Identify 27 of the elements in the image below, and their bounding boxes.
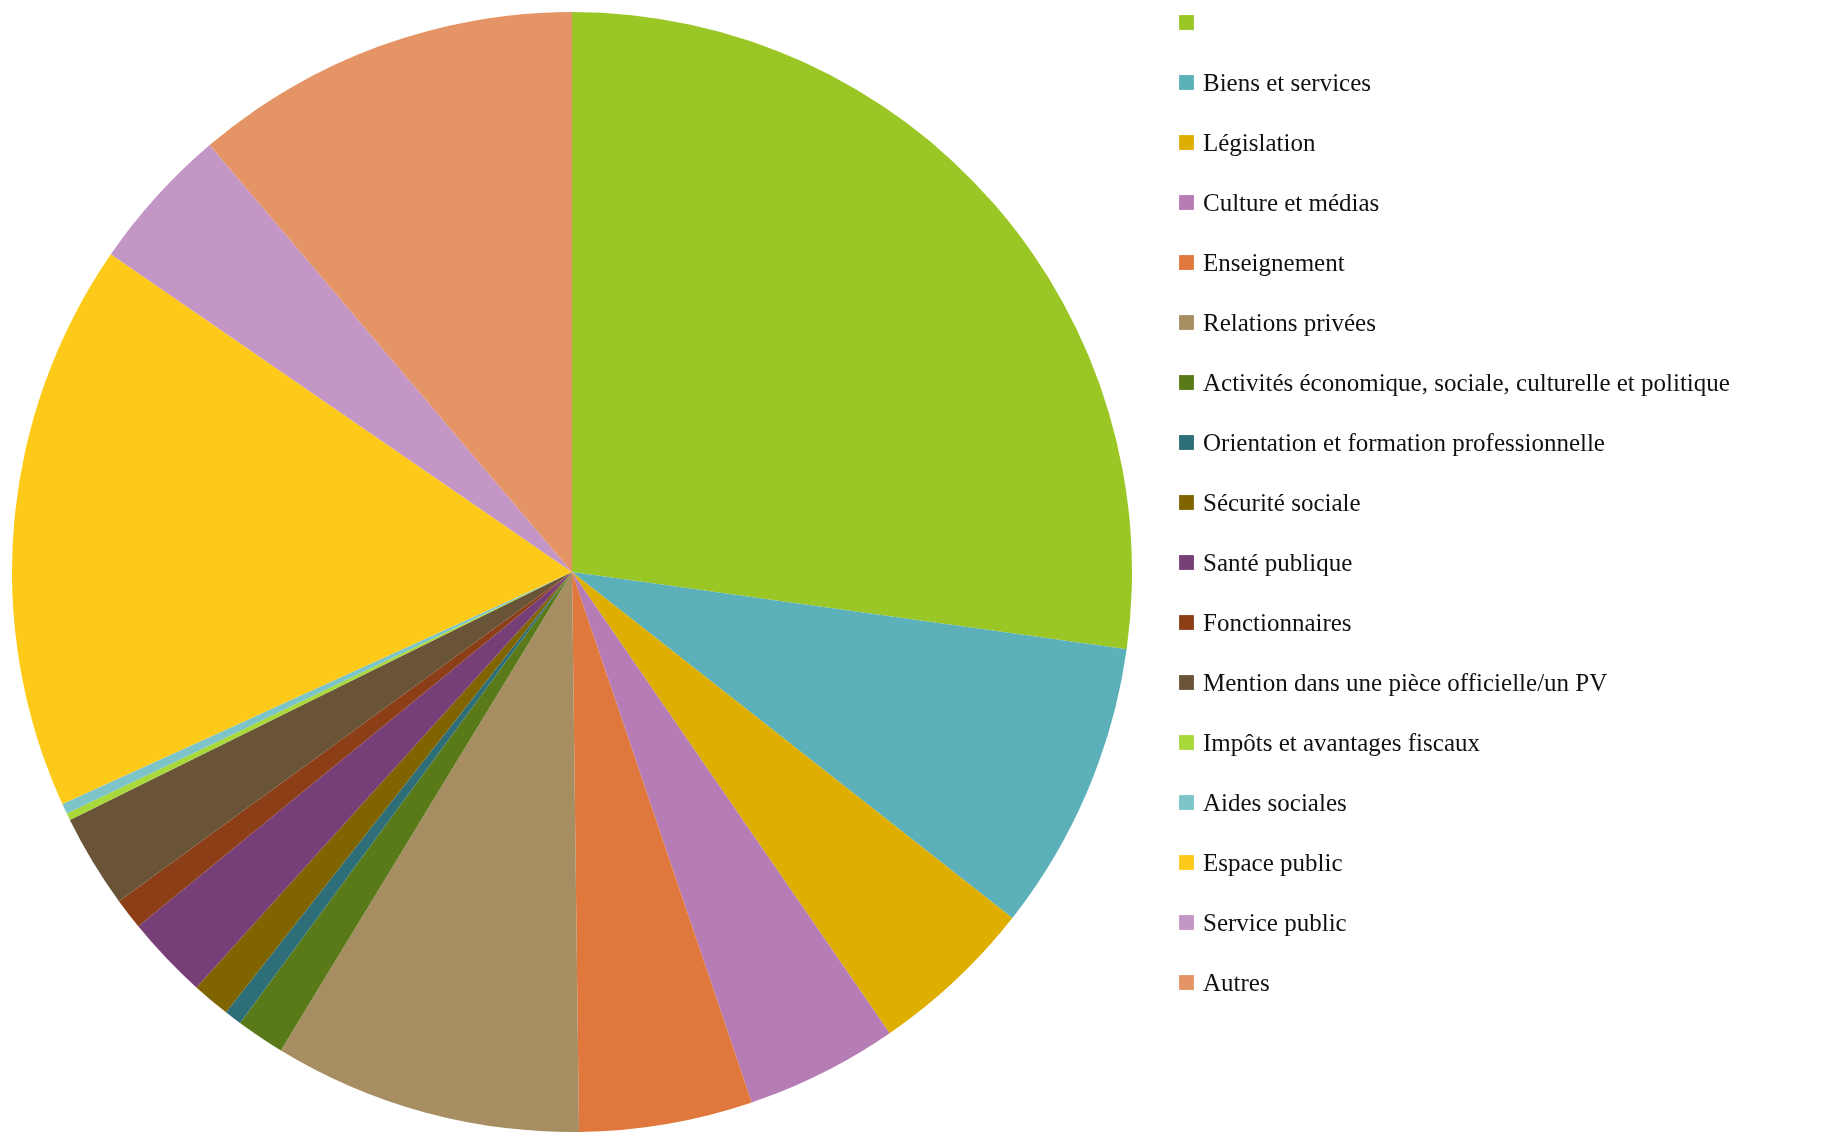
- pie-slice: [572, 572, 752, 1132]
- legend-label: Relations privées: [1203, 308, 1376, 336]
- legend-label: Fonctionnaires: [1203, 608, 1352, 636]
- legend-label: Autres: [1203, 968, 1270, 996]
- pie-slice: [209, 12, 572, 572]
- pie-slice: [572, 572, 1127, 918]
- legend-label: Impôts et avantages fiscaux: [1203, 728, 1481, 756]
- pie-slice: [138, 572, 572, 988]
- legend-label: Enseignement: [1203, 248, 1345, 276]
- legend-label: Biens et services: [1203, 68, 1372, 96]
- pie-slice: [572, 12, 1132, 650]
- pie-slice: [69, 572, 572, 902]
- legend-label: Espace public: [1203, 848, 1343, 876]
- legend-label: Orientation et formation professionnelle: [1203, 428, 1605, 456]
- legend-label: Sécurité sociale: [1203, 488, 1361, 516]
- legend-label: Législation: [1203, 128, 1316, 156]
- legend-label: Santé publique: [1203, 548, 1353, 576]
- pie-slice: [572, 572, 1013, 1034]
- legend-label: Mention dans une pièce officielle/un PV: [1203, 668, 1608, 696]
- pie-slice: [12, 254, 572, 805]
- pie-slice: [110, 145, 572, 572]
- legend-label: Aides sociales: [1203, 788, 1347, 816]
- legend-label: Activités économique, sociale, culturelle et politique: [1203, 368, 1730, 396]
- legend-label: Culture et médias: [1203, 188, 1380, 216]
- legend-label: Service public: [1203, 908, 1347, 936]
- pie-slice: [280, 572, 580, 1132]
- pie-slice: [572, 572, 890, 1103]
